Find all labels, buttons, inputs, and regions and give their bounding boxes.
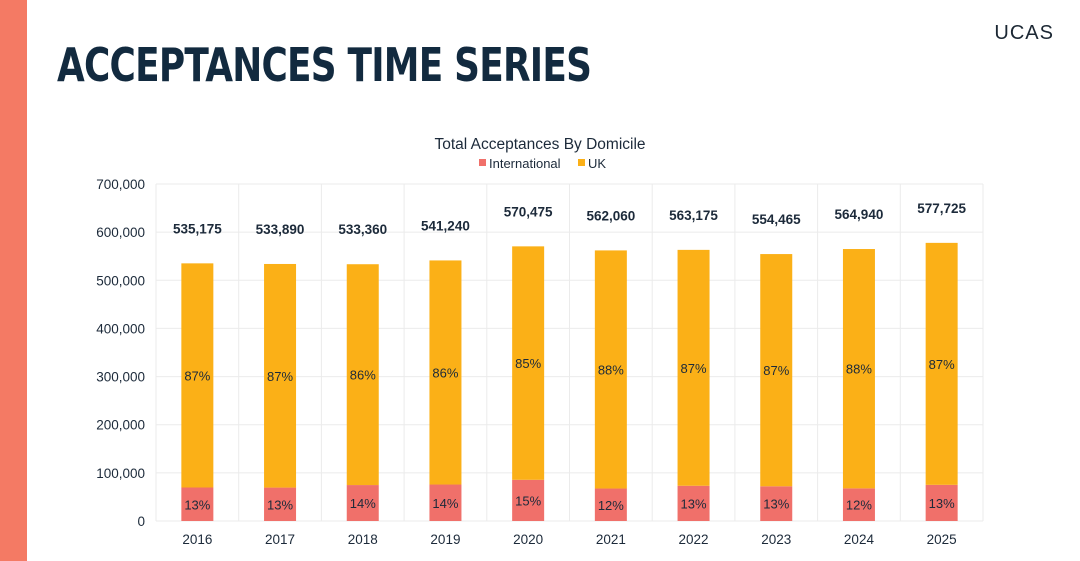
bar-uk-2016 xyxy=(181,263,214,488)
y-tick-label: 700,000 xyxy=(96,177,145,192)
label-total-2019: 541,240 xyxy=(421,218,470,233)
label-pct-uk-2023: 87% xyxy=(763,363,789,378)
label-pct-uk-2021: 88% xyxy=(598,362,624,377)
bar-international-2025 xyxy=(925,484,958,521)
bar-international-2023 xyxy=(760,486,793,521)
label-pct-international-2017: 13% xyxy=(267,497,293,512)
label-pct-international-2018: 14% xyxy=(350,496,376,511)
label-pct-uk-2017: 87% xyxy=(267,369,293,384)
label-pct-uk-2025: 87% xyxy=(929,357,955,372)
y-tick-label: 100,000 xyxy=(96,466,145,481)
x-tick-label: 2020 xyxy=(513,532,543,547)
bar-uk-2017 xyxy=(264,263,297,488)
label-pct-international-2020: 15% xyxy=(515,493,541,508)
y-axis: 0 100,000 200,000 300,000 400,000 500,000 600,… xyxy=(96,177,145,529)
chart-title: Total Acceptances By Domicile xyxy=(434,136,645,153)
bar-international-2018 xyxy=(346,485,379,521)
y-tick-label: 500,000 xyxy=(96,273,145,288)
y-tick-label: 0 xyxy=(137,514,145,529)
label-pct-uk-2022: 87% xyxy=(681,361,707,376)
x-tick-label: 2021 xyxy=(596,532,626,547)
bar-international-2016 xyxy=(181,487,214,521)
bar-uk-2018 xyxy=(346,264,379,486)
bar-international-2019 xyxy=(429,484,462,521)
bar-international-2021 xyxy=(594,488,627,521)
bars: 13% 87% 535,175 13% 87% 533,890 14% 86% 533,360 1… xyxy=(173,201,967,521)
bar-uk-2020 xyxy=(512,246,545,480)
label-total-2024: 564,940 xyxy=(835,207,884,222)
x-tick-label: 2016 xyxy=(182,532,212,547)
label-pct-international-2022: 13% xyxy=(681,496,707,511)
bar-international-2024 xyxy=(842,488,875,521)
x-tick-label: 2023 xyxy=(761,532,791,547)
y-tick-label: 400,000 xyxy=(96,321,145,336)
legend-label-uk: UK xyxy=(588,156,606,171)
label-total-2022: 563,175 xyxy=(669,208,718,223)
label-pct-uk-2020: 85% xyxy=(515,356,541,371)
x-tick-label: 2025 xyxy=(927,532,957,547)
bar-international-2017 xyxy=(264,487,297,521)
label-pct-international-2021: 12% xyxy=(598,498,624,513)
x-axis: 2016 2017 2018 2019 2020 2021 2022 2023 2024 2025 xyxy=(182,532,956,547)
y-tick-label: 300,000 xyxy=(96,370,145,385)
y-tick-label: 200,000 xyxy=(96,418,145,433)
label-pct-uk-2016: 87% xyxy=(184,368,210,383)
bar-uk-2021 xyxy=(594,250,627,489)
bar-uk-2023 xyxy=(760,254,793,487)
legend-swatch-uk xyxy=(578,159,585,166)
x-tick-label: 2018 xyxy=(348,532,378,547)
label-pct-uk-2024: 88% xyxy=(846,362,872,377)
bar-international-2020 xyxy=(512,479,545,521)
label-pct-international-2023: 13% xyxy=(763,497,789,512)
label-pct-uk-2018: 86% xyxy=(350,368,376,383)
label-total-2018: 533,360 xyxy=(338,222,387,237)
x-tick-label: 2017 xyxy=(265,532,295,547)
label-total-2016: 535,175 xyxy=(173,221,222,236)
label-pct-international-2024: 12% xyxy=(846,498,872,513)
x-tick-label: 2024 xyxy=(844,532,875,547)
bar-uk-2024 xyxy=(842,249,875,489)
ucas-logo: UCAS xyxy=(994,22,1054,44)
page-title: ACCEPTANCES TIME SERIES xyxy=(57,38,592,92)
label-pct-international-2025: 13% xyxy=(929,496,955,511)
bar-uk-2022 xyxy=(677,249,710,486)
legend-label-international: International xyxy=(489,156,561,171)
label-pct-international-2019: 14% xyxy=(432,496,458,511)
legend-swatch-international xyxy=(479,159,486,166)
chart-legend: International UK xyxy=(479,156,606,171)
bar-uk-2025 xyxy=(925,242,958,485)
y-tick-label: 600,000 xyxy=(96,225,145,240)
label-total-2023: 554,465 xyxy=(752,212,801,227)
x-tick-label: 2022 xyxy=(679,532,709,547)
x-tick-label: 2019 xyxy=(430,532,460,547)
accent-bar xyxy=(0,0,27,561)
label-total-2021: 562,060 xyxy=(586,208,635,223)
label-pct-uk-2019: 86% xyxy=(432,365,458,380)
label-pct-international-2016: 13% xyxy=(184,497,210,512)
label-total-2017: 533,890 xyxy=(256,222,305,237)
label-total-2025: 577,725 xyxy=(917,201,966,216)
label-total-2020: 570,475 xyxy=(504,204,553,219)
bar-international-2022 xyxy=(677,485,710,521)
bar-uk-2019 xyxy=(429,260,462,485)
